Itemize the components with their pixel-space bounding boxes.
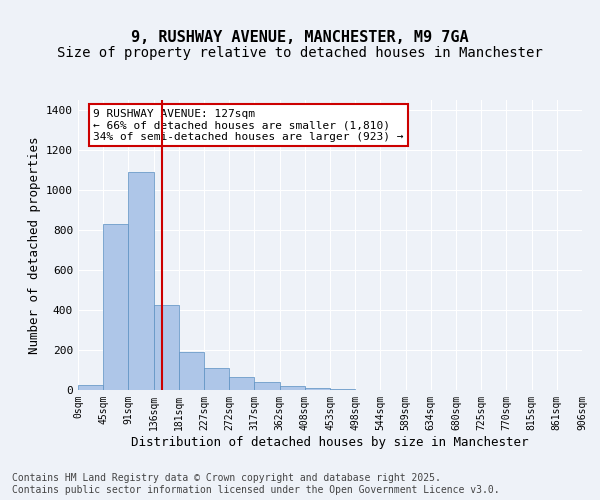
Y-axis label: Number of detached properties: Number of detached properties <box>28 136 41 354</box>
Bar <box>128 172 154 390</box>
Bar <box>330 389 355 390</box>
Text: 9 RUSHWAY AVENUE: 127sqm
← 66% of detached houses are smaller (1,810)
34% of sem: 9 RUSHWAY AVENUE: 127sqm ← 66% of detach… <box>93 108 404 142</box>
Bar <box>179 352 204 390</box>
Bar <box>254 382 280 390</box>
Text: Contains HM Land Registry data © Crown copyright and database right 2025.
Contai: Contains HM Land Registry data © Crown c… <box>12 474 500 495</box>
Bar <box>204 368 229 390</box>
Bar <box>103 224 128 390</box>
Bar <box>154 305 179 390</box>
Bar <box>78 385 103 390</box>
Bar <box>280 386 305 390</box>
Text: 9, RUSHWAY AVENUE, MANCHESTER, M9 7GA: 9, RUSHWAY AVENUE, MANCHESTER, M9 7GA <box>131 30 469 45</box>
X-axis label: Distribution of detached houses by size in Manchester: Distribution of detached houses by size … <box>131 436 529 448</box>
Bar <box>305 388 330 390</box>
Bar <box>229 377 254 390</box>
Text: Size of property relative to detached houses in Manchester: Size of property relative to detached ho… <box>57 46 543 60</box>
